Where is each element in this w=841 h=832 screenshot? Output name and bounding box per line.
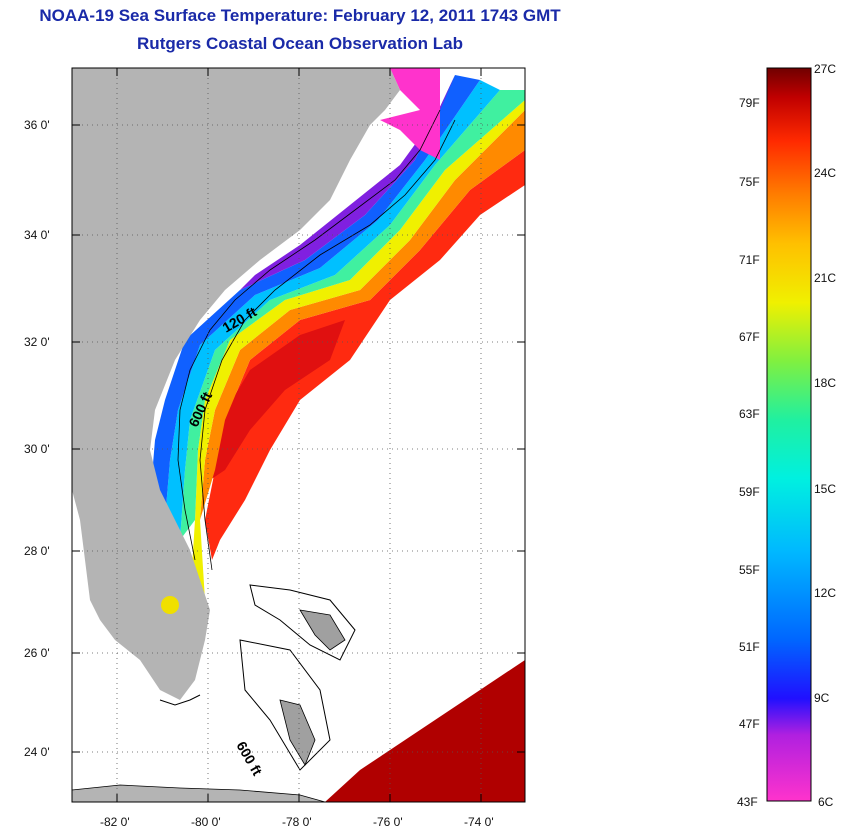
lat-label: 32 0' [24,335,50,349]
shelf-water-orange [200,110,525,520]
lake-okeechobee [161,596,179,614]
gridlines [72,68,525,802]
shelf-water-blue [150,75,480,520]
colorbar-c-label: 21C [814,271,837,285]
bahamas-eleuthera [299,609,346,651]
lat-label: 28 0' [24,544,50,558]
lat-label: 36 0' [24,118,50,132]
colorbar-f-label: 79F [739,96,760,110]
lat-label: 26 0' [24,646,50,660]
caribbean-warm-water [325,660,525,802]
contour-600ft [199,119,456,571]
lat-label: 24 0' [24,745,50,759]
lon-label: -80 0' [191,815,221,829]
map-title: NOAA-19 Sea Surface Temperature: Februar… [39,6,561,25]
colorbar-c-label: 6C [818,795,834,809]
colorbar-c-label: 18C [814,376,837,390]
gulf-stream-core [210,320,345,480]
contour-120ft [177,109,441,561]
colorbar-f-label: 55F [739,563,760,577]
shelf-water-cyan [165,80,500,540]
colorbar-c-label: 15C [814,482,837,496]
colorbar-f-label: 75F [739,175,760,189]
gulf-stream-warm-water [205,150,525,560]
cuba-coast [72,784,326,802]
colorbar-f-label: 71F [739,253,760,267]
colorbar-f-label: 59F [739,485,760,499]
colorbar-c-label: 9C [814,691,830,705]
map-subtitle: Rutgers Coastal Ocean Observation Lab [137,34,463,53]
lon-label: -82 0' [100,815,130,829]
colorbar-f-label: 43F [737,795,758,809]
colorbar-f-label: 51F [739,640,760,654]
lon-label: -74 0' [464,815,494,829]
lat-label: 34 0' [24,228,50,242]
colorbar-c-label: 27C [814,62,837,76]
lat-label: 30 0' [24,442,50,456]
colorbar-f-label: 47F [739,717,760,731]
bahamas-andros [279,699,316,766]
colorbar-f-label: 67F [739,330,760,344]
land-mainland [72,68,400,700]
sounds-cold-water [380,68,440,160]
colorbar [766,67,812,802]
florida-keys [159,694,201,706]
tick-marks [72,68,525,802]
colorbar-c-label: 12C [814,586,837,600]
lon-label: -78 0' [282,815,312,829]
colorbar-f-label: 63F [739,407,760,421]
lon-label: -76 0' [373,815,403,829]
colorbar-c-label: 24C [814,166,837,180]
